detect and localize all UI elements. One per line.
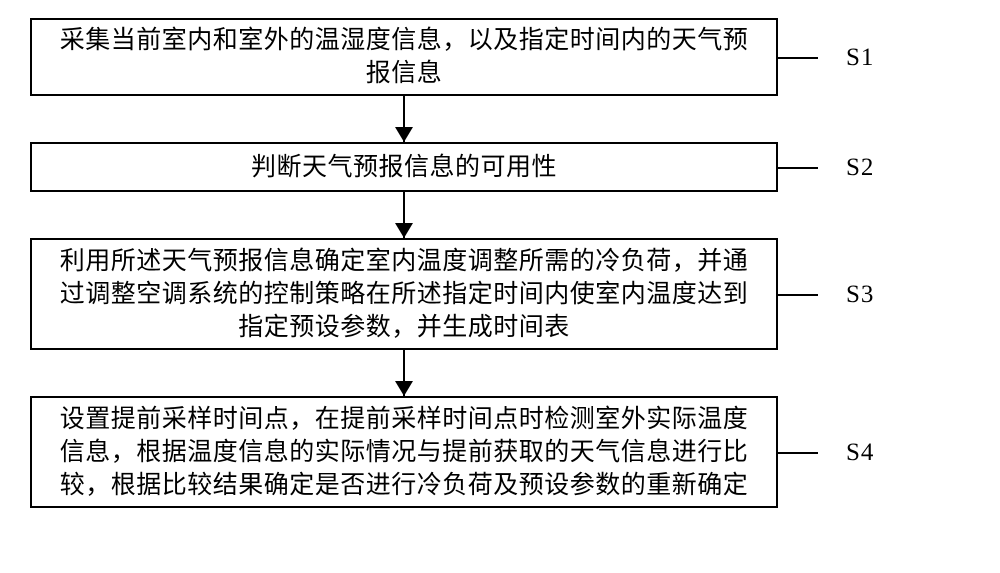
label-connector-line: [778, 167, 818, 169]
arrow-connector: [30, 350, 778, 396]
label-connector-line: [778, 452, 818, 454]
step-row: 设置提前采样时间点，在提前采样时间点时检测室外实际温度信息，根据温度信息的实际情…: [30, 396, 970, 508]
flowchart-container: 采集当前室内和室外的温湿度信息，以及指定时间内的天气预报信息 S1 判断天气预报…: [30, 18, 970, 508]
arrow-head-icon: [395, 127, 413, 142]
step-row: 利用所述天气预报信息确定室内温度调整所需的冷负荷，并通过调整空调系统的控制策略在…: [30, 238, 970, 350]
step-text: 采集当前室内和室外的温湿度信息，以及指定时间内的天气预报信息: [56, 24, 752, 90]
step-box-s4: 设置提前采样时间点，在提前采样时间点时检测室外实际温度信息，根据温度信息的实际情…: [30, 396, 778, 508]
step-row: 采集当前室内和室外的温湿度信息，以及指定时间内的天气预报信息 S1: [30, 18, 970, 96]
step-label-s3: S3: [846, 281, 874, 309]
step-text: 判断天气预报信息的可用性: [251, 151, 557, 184]
step-row: 判断天气预报信息的可用性 S2: [30, 142, 970, 192]
step-box-s3: 利用所述天气预报信息确定室内温度调整所需的冷负荷，并通过调整空调系统的控制策略在…: [30, 238, 778, 350]
arrow-head-icon: [395, 381, 413, 396]
label-connector-line: [778, 294, 818, 296]
arrow-connector: [30, 192, 778, 238]
step-box-s1: 采集当前室内和室外的温湿度信息，以及指定时间内的天气预报信息: [30, 18, 778, 96]
step-text: 设置提前采样时间点，在提前采样时间点时检测室外实际温度信息，根据温度信息的实际情…: [56, 403, 752, 502]
step-label-s1: S1: [846, 44, 874, 72]
step-box-s2: 判断天气预报信息的可用性: [30, 142, 778, 192]
step-text: 利用所述天气预报信息确定室内温度调整所需的冷负荷，并通过调整空调系统的控制策略在…: [56, 245, 752, 344]
arrow-head-icon: [395, 223, 413, 238]
label-connector-line: [778, 57, 818, 59]
arrow-connector: [30, 96, 778, 142]
step-label-s4: S4: [846, 439, 874, 467]
step-label-s2: S2: [846, 154, 874, 182]
